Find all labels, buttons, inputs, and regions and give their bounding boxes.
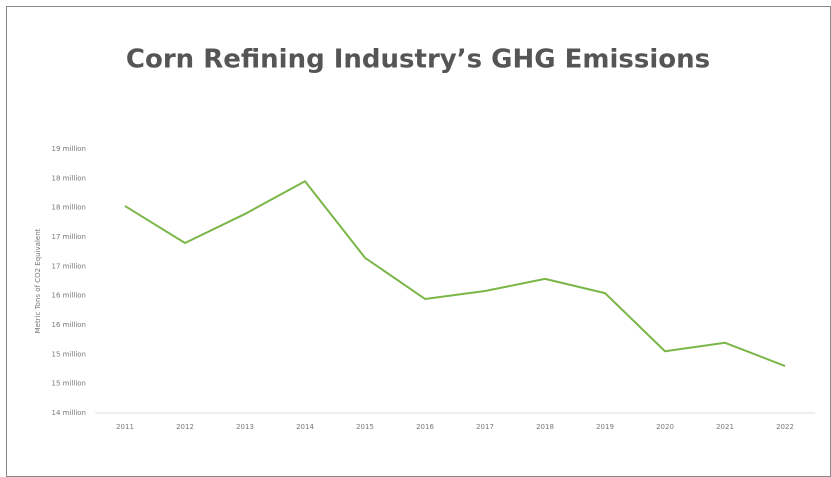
- x-tick-label: 2021: [716, 423, 734, 431]
- y-tick-label: 16 million: [52, 292, 86, 300]
- y-tick-label: 18 million: [52, 174, 86, 182]
- x-tick-label: 2013: [236, 423, 254, 431]
- x-tick-label: 2022: [776, 423, 794, 431]
- y-tick-label: 15 million: [52, 380, 86, 388]
- frame: [6, 6, 831, 477]
- x-tick-label: 2012: [176, 423, 194, 431]
- x-tick-label: 2015: [356, 423, 374, 431]
- chart-title: Corn Refining Industry’s GHG Emissions: [126, 45, 710, 75]
- y-tick-label: 17 million: [52, 233, 86, 241]
- x-tick-label: 2014: [296, 423, 314, 431]
- x-tick-label: 2019: [596, 423, 614, 431]
- x-tick-label: 2017: [476, 423, 494, 431]
- x-tick-label: 2016: [416, 423, 434, 431]
- line: [124, 180, 786, 367]
- y-tick-label: 15 million: [52, 350, 86, 358]
- y-tick-label: 19 million: [52, 145, 86, 153]
- y-tick-label: 16 million: [52, 321, 86, 329]
- x-tick-label: 2018: [536, 423, 554, 431]
- x-tick-label: 2011: [116, 423, 134, 431]
- y-tick-label: 18 million: [52, 204, 86, 212]
- y-tick-label: 14 million: [52, 409, 86, 417]
- y-tick-label: 17 million: [52, 262, 86, 270]
- y-axis-label: Metric Tons of CO2 Equivalent: [34, 228, 42, 333]
- x-tick-label: 2020: [656, 423, 674, 431]
